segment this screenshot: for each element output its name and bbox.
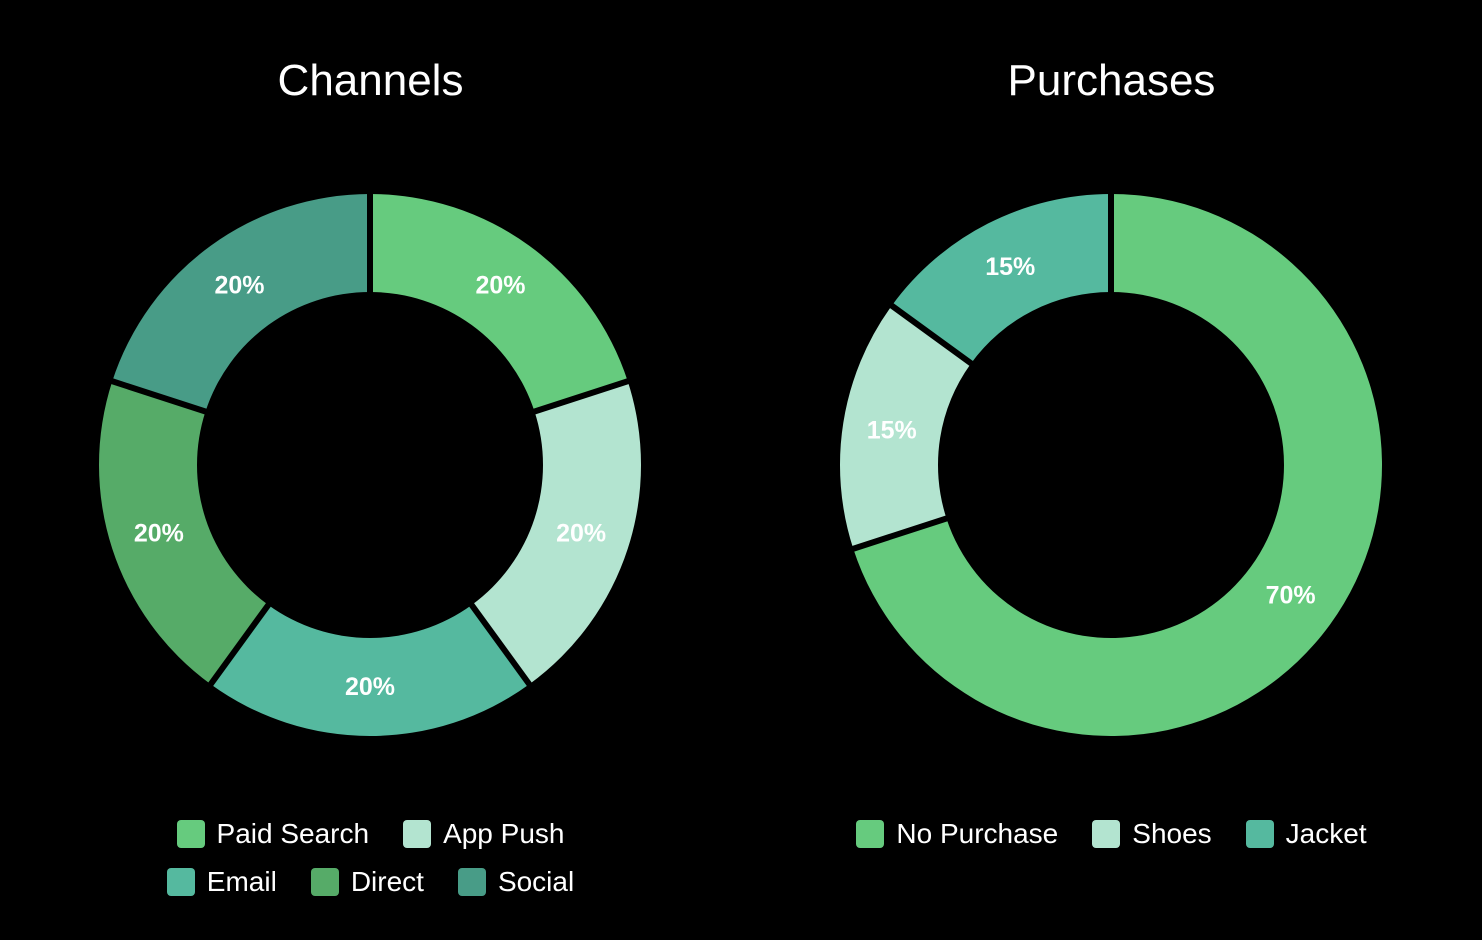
- legend-row: No Purchase Shoes Jacket: [856, 818, 1367, 849]
- slice-paid-search[interactable]: [370, 194, 628, 412]
- purchases-donut: 70% 15% 15%: [840, 190, 1382, 736]
- data-label-social: 20%: [214, 271, 264, 299]
- legend-item-direct[interactable]: Direct: [310, 866, 424, 897]
- slice-separator: [466, 599, 535, 690]
- legend-row: Email Direct Social: [166, 866, 575, 897]
- legend-label: Shoes: [1132, 818, 1212, 849]
- channels-chart: Channels 20% 20% 20% 20% 20% Paid Search App …: [0, 56, 741, 896]
- legend-swatch: [1245, 820, 1274, 848]
- data-label-no-purchase: 70%: [1266, 581, 1316, 609]
- purchases-chart: Purchases 70% 15% 15% No Purchase Shoes Jack…: [741, 0, 1482, 940]
- legend-label: No Purchase: [896, 818, 1059, 849]
- data-label-app-push: 20%: [556, 520, 606, 548]
- legend-item-jacket[interactable]: Jacket: [1245, 818, 1367, 849]
- legend-item-no-purchase[interactable]: No Purchase: [856, 820, 1058, 848]
- legend-swatch: [403, 820, 432, 848]
- legend-swatch: [166, 868, 195, 896]
- slice-separator: [205, 599, 274, 690]
- legend-label: Email: [206, 866, 277, 897]
- legend-swatch: [856, 820, 885, 848]
- legend-row: Paid Search App Push: [176, 818, 564, 849]
- chart-title: Channels: [277, 56, 464, 105]
- data-label-email: 20%: [345, 673, 395, 701]
- legend-label: App Push: [443, 818, 565, 849]
- legend-item-shoes[interactable]: Shoes: [1092, 818, 1212, 849]
- slice-separator: [886, 300, 977, 369]
- slice-social[interactable]: [112, 194, 371, 412]
- channels-donut: 20% 20% 20% 20% 20%: [99, 194, 642, 736]
- slice-email[interactable]: [210, 604, 530, 736]
- slice-no-purchase[interactable]: [853, 194, 1382, 736]
- slice-separator: [529, 377, 633, 416]
- data-label-direct: 20%: [134, 520, 184, 548]
- slice-app-push[interactable]: [471, 381, 642, 685]
- slice-separator: [848, 514, 952, 553]
- legend-swatch: [1092, 820, 1121, 848]
- chart-title: Purchases: [1007, 56, 1216, 105]
- legend-item-email[interactable]: Email: [166, 866, 277, 897]
- legend-item-paid-search[interactable]: Paid Search: [176, 818, 370, 849]
- legend-label: Direct: [350, 866, 424, 897]
- legend-label: Paid Search: [216, 818, 370, 849]
- data-label-shoes: 15%: [867, 416, 917, 444]
- purchases-legend: No Purchase Shoes Jacket: [741, 820, 1482, 848]
- legend-swatch: [457, 868, 486, 896]
- legend-item-app-push[interactable]: App Push: [403, 820, 564, 848]
- legend-item-social[interactable]: Social: [457, 866, 575, 897]
- slice-separator: [107, 377, 211, 416]
- legend-label: Jacket: [1285, 818, 1367, 849]
- slice-shoes[interactable]: [840, 305, 972, 549]
- slice-direct[interactable]: [99, 381, 269, 685]
- channels-legend: Paid Search App Push Email Direct Social: [0, 820, 741, 896]
- legend-label: Social: [497, 866, 575, 897]
- legend-swatch: [310, 868, 339, 896]
- data-label-jacket: 15%: [985, 253, 1035, 281]
- slice-jacket[interactable]: [891, 194, 1111, 364]
- legend-swatch: [176, 820, 205, 848]
- data-label-paid-search: 20%: [475, 271, 525, 299]
